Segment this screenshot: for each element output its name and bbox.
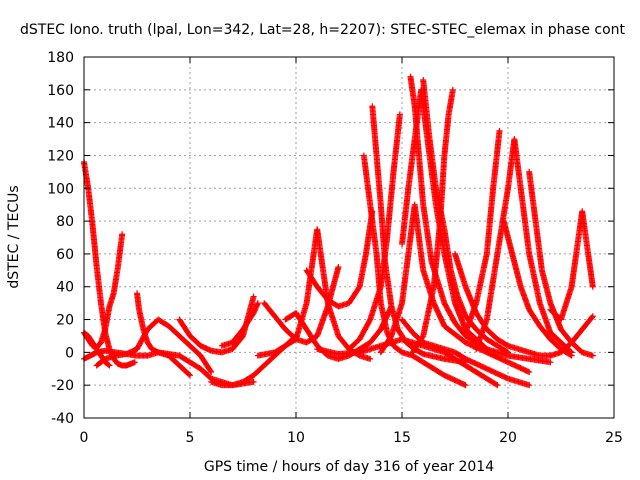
series-25	[473, 136, 575, 356]
data-point	[367, 355, 374, 362]
x-tick-label: 10	[287, 430, 305, 446]
data-point	[131, 359, 138, 366]
y-tick-label: 140	[47, 116, 74, 132]
y-tick-label: 120	[47, 148, 74, 164]
data-point	[208, 369, 215, 376]
x-tick-label: 0	[80, 430, 89, 446]
series-24	[462, 127, 503, 336]
data-point	[494, 382, 501, 389]
y-tick-label: 160	[47, 83, 74, 99]
data-point	[105, 361, 112, 368]
data-point	[588, 314, 595, 321]
data-point	[568, 352, 575, 359]
series-21	[409, 86, 456, 356]
data-point	[119, 231, 126, 238]
series-28	[547, 208, 596, 323]
y-tick-label: 80	[56, 214, 74, 230]
y-tick-label: -20	[51, 378, 74, 394]
data-point	[187, 372, 193, 379]
series-22	[399, 316, 533, 389]
y-axis-label: dSTEC / TECUs	[6, 185, 22, 288]
data-point	[589, 313, 596, 320]
data-point	[186, 371, 193, 378]
ticks: -40 -20 0 20 40 60 80 100 120 140 160 180 0 5 10 15 20 25	[47, 50, 623, 446]
data-point	[589, 352, 596, 359]
data-point	[503, 348, 510, 355]
y-tick-label: 0	[65, 345, 74, 361]
series-14	[360, 152, 469, 389]
y-tick-label: 20	[56, 313, 74, 329]
data-point	[207, 367, 214, 374]
series-16	[346, 111, 403, 353]
data-point	[335, 264, 342, 271]
data-point	[462, 382, 469, 389]
series-23	[452, 250, 554, 359]
y-tick-label: 60	[56, 247, 74, 263]
data-point	[493, 381, 500, 388]
chart-title: dSTEC Iono. truth (lpal, Lon=342, Lat=28…	[20, 22, 626, 38]
series-17	[377, 201, 533, 376]
data-point	[547, 359, 554, 366]
series-4	[93, 316, 215, 376]
data-point	[250, 293, 257, 300]
x-tick-label: 5	[186, 430, 195, 446]
data-point	[526, 382, 533, 389]
y-tick-label: 100	[47, 181, 74, 197]
data-point	[526, 369, 533, 376]
series-12	[303, 208, 376, 310]
x-tick-label: 20	[499, 430, 517, 446]
series-layer	[81, 73, 596, 389]
data-point	[449, 86, 456, 93]
y-tick-label: -40	[51, 411, 74, 427]
series-20	[420, 76, 511, 356]
plot-frame	[83, 56, 615, 419]
x-axis-label: GPS time / hours of day 316 of year 2014	[204, 459, 494, 475]
series-27	[526, 168, 596, 359]
data-point	[496, 127, 503, 134]
data-point	[505, 349, 511, 356]
series-19	[407, 73, 554, 366]
series-8	[218, 300, 261, 349]
series-26	[500, 218, 575, 359]
x-tick-label: 25	[605, 430, 623, 446]
data-point	[589, 283, 596, 290]
y-tick-label: 180	[47, 50, 74, 66]
grid	[84, 57, 614, 418]
data-point	[254, 300, 261, 307]
y-tick-label: 40	[56, 280, 74, 296]
series-29	[547, 313, 596, 359]
data-point	[396, 111, 403, 118]
series-10	[261, 264, 342, 346]
x-tick-label: 15	[393, 430, 411, 446]
data-point	[250, 378, 257, 385]
data-point	[567, 351, 574, 358]
data-point	[106, 362, 113, 369]
